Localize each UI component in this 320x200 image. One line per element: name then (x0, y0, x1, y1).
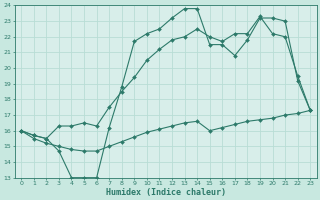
X-axis label: Humidex (Indice chaleur): Humidex (Indice chaleur) (106, 188, 226, 197)
